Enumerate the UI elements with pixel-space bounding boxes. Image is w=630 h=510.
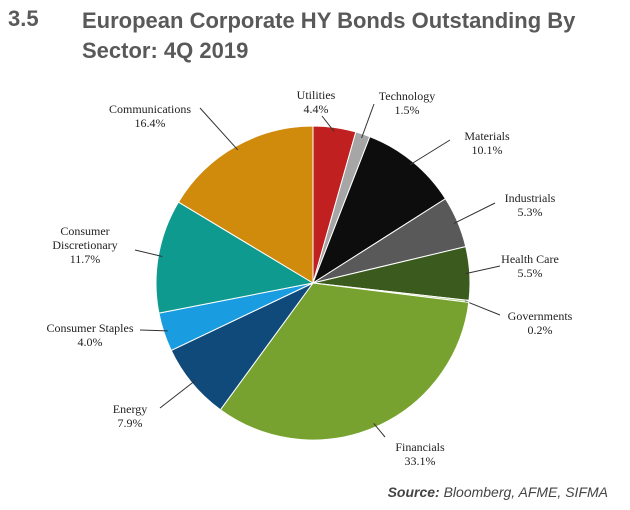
category-label: Consumer Discretionary [52,224,118,252]
category-label: Communications [109,102,191,116]
leader-line [465,265,501,275]
value-label: 4.4% [303,102,329,116]
pie-slice [177,125,314,284]
leader-line [453,202,496,224]
value-label: 7.9% [117,416,143,430]
category-label: Technology [378,89,436,103]
category-label: Consumer Staples [46,321,134,335]
leader-line [134,249,163,257]
slice-label: Industrials 5.3% [505,191,556,219]
value-label: 5.5% [517,266,543,280]
source-text: Bloomberg, AFME, SIFMA [443,484,608,500]
leader-line [373,423,386,438]
slice-label: Technology 1.5% [379,89,435,117]
slice-label: Materials 10.1% [464,129,509,157]
slice-label: Energy 7.9% [113,402,147,430]
slice-label: Financials 33.1% [395,440,444,468]
pie-slice [219,282,470,441]
category-label: Industrials [504,191,556,205]
leader-line [139,329,168,332]
leader-line [321,115,335,132]
value-label: 5.3% [517,205,543,219]
value-label: 16.4% [134,116,166,130]
slice-label: Health Care 5.5% [501,252,559,280]
leader-line [199,107,239,151]
slice-label: Consumer Discretionary 11.7% [40,224,130,266]
chart-number: 3.5 [8,6,39,31]
leader-line [159,380,196,409]
source: Source: Bloomberg, AFME, SIFMA [388,484,608,500]
value-label: 1.5% [394,103,420,117]
value-label: 4.0% [77,335,103,349]
chart-title: European Corporate HY Bonds Outstanding … [82,8,576,63]
category-label: Utilities [296,88,336,102]
slice-label: Governments 0.2% [508,309,573,337]
category-label: Energy [112,402,148,416]
slice-label: Communications 16.4% [109,102,191,130]
slice-label: Consumer Staples 4.0% [47,321,134,349]
category-label: Health Care [501,252,559,266]
category-label: Governments [507,309,573,323]
leader-line [361,103,375,139]
slice-label: Utilities 4.4% [297,88,336,116]
leader-line [409,139,451,166]
category-label: Financials [395,440,445,454]
category-label: Materials [464,129,510,143]
value-label: 0.2% [527,323,553,337]
value-label: 11.7% [69,252,101,266]
value-label: 33.1% [404,454,436,468]
source-label: Source: [387,484,440,500]
value-label: 10.1% [471,143,503,157]
pie-slice [311,135,447,285]
leader-line [464,300,501,316]
